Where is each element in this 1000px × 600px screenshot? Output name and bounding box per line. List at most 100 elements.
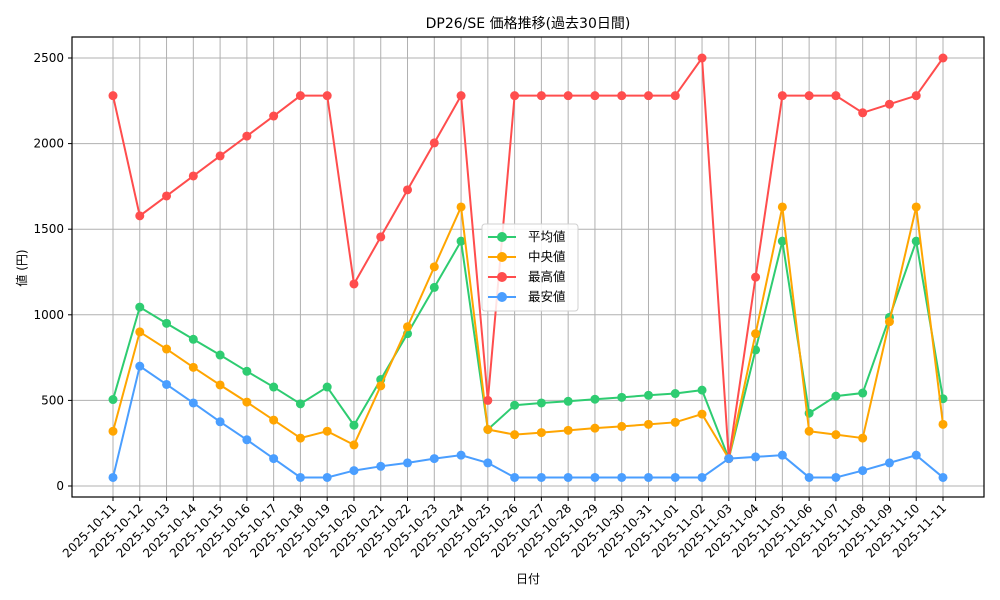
data-point	[215, 350, 225, 360]
data-point	[510, 430, 520, 440]
data-point	[777, 236, 787, 246]
data-point	[295, 91, 305, 101]
data-point	[376, 381, 386, 391]
x-axis-label: 日付	[516, 572, 540, 586]
svg-text:最安値: 最安値	[528, 289, 566, 304]
y-axis: 0 500 1000 1500 2000 2500	[33, 51, 72, 493]
data-point	[617, 472, 627, 482]
legend-box	[481, 223, 579, 312]
legend-item-median: 中央値	[488, 249, 566, 264]
data-point	[135, 361, 145, 371]
data-point	[162, 379, 172, 389]
data-point	[751, 452, 761, 462]
data-point	[884, 458, 894, 468]
series-中央値	[108, 202, 948, 464]
data-point	[911, 91, 921, 101]
data-point	[322, 91, 332, 101]
data-point	[858, 466, 868, 476]
data-point	[456, 236, 466, 246]
data-point	[777, 202, 787, 212]
series-lines	[108, 53, 948, 482]
data-point	[108, 395, 118, 405]
data-point	[831, 391, 841, 401]
data-point	[831, 430, 841, 440]
data-point	[510, 472, 520, 482]
data-point	[831, 472, 841, 482]
svg-text:中央値: 中央値	[528, 249, 566, 264]
data-point	[697, 409, 707, 419]
data-point	[456, 450, 466, 460]
data-point	[590, 91, 600, 101]
y-tick-label: 2500	[33, 51, 64, 65]
data-point	[215, 417, 225, 427]
data-point	[777, 450, 787, 460]
legend-item-average: 平均値	[488, 229, 566, 244]
data-point	[135, 327, 145, 337]
data-point	[617, 421, 627, 431]
data-point	[697, 53, 707, 63]
data-point	[536, 91, 546, 101]
data-point	[858, 433, 868, 443]
data-point	[188, 334, 198, 344]
data-point	[590, 472, 600, 482]
data-point	[670, 417, 680, 427]
data-point	[483, 395, 493, 405]
data-point	[697, 385, 707, 395]
data-point	[670, 472, 680, 482]
data-point	[429, 138, 439, 148]
data-point	[643, 472, 653, 482]
data-point	[536, 428, 546, 438]
data-point	[376, 461, 386, 471]
data-point	[670, 91, 680, 101]
data-point	[108, 91, 118, 101]
data-point	[349, 440, 359, 450]
data-point	[590, 423, 600, 433]
data-point	[135, 302, 145, 312]
y-axis-label: 値 (円)	[14, 249, 29, 286]
data-point	[322, 382, 332, 392]
data-point	[884, 317, 894, 327]
data-point	[536, 398, 546, 408]
x-axis: 2025-10-112025-10-122025-10-132025-10-14…	[60, 497, 949, 560]
data-point	[269, 454, 279, 464]
data-point	[911, 202, 921, 212]
data-point	[403, 458, 413, 468]
y-tick-label: 500	[41, 393, 64, 407]
data-point	[162, 318, 172, 328]
svg-text:最高値: 最高値	[528, 269, 566, 284]
data-point	[162, 191, 172, 201]
data-point	[269, 415, 279, 425]
data-point	[483, 425, 493, 435]
data-point	[188, 362, 198, 372]
series-最安値	[108, 361, 948, 482]
data-point	[884, 99, 894, 109]
data-point	[938, 419, 948, 429]
data-point	[322, 426, 332, 436]
data-point	[188, 171, 198, 181]
data-point	[563, 425, 573, 435]
data-point	[483, 458, 493, 468]
data-point	[322, 472, 332, 482]
data-point	[429, 282, 439, 292]
y-tick-label: 2000	[33, 137, 64, 151]
data-point	[242, 435, 252, 445]
data-point	[643, 419, 653, 429]
data-point	[108, 472, 118, 482]
data-point	[349, 420, 359, 430]
data-point	[510, 91, 520, 101]
data-point	[349, 279, 359, 289]
data-point	[403, 322, 413, 332]
data-point	[242, 397, 252, 407]
data-point	[858, 108, 868, 118]
data-point	[188, 398, 198, 408]
data-point	[215, 380, 225, 390]
data-point	[536, 472, 546, 482]
data-point	[376, 232, 386, 242]
data-point	[724, 454, 734, 464]
y-tick-label: 0	[56, 479, 64, 493]
data-point	[456, 202, 466, 212]
data-point	[804, 426, 814, 436]
data-point	[590, 394, 600, 404]
data-point	[858, 388, 868, 398]
